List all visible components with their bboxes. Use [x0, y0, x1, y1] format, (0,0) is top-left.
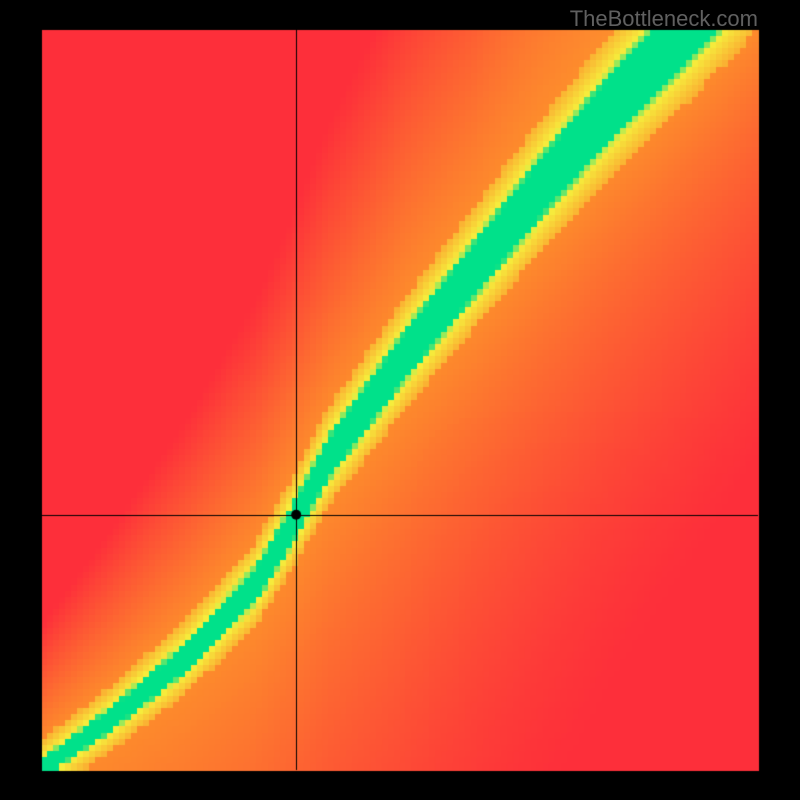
chart-container: TheBottleneck.com [0, 0, 800, 800]
bottleneck-heatmap [0, 0, 800, 800]
watermark-text: TheBottleneck.com [570, 6, 758, 32]
